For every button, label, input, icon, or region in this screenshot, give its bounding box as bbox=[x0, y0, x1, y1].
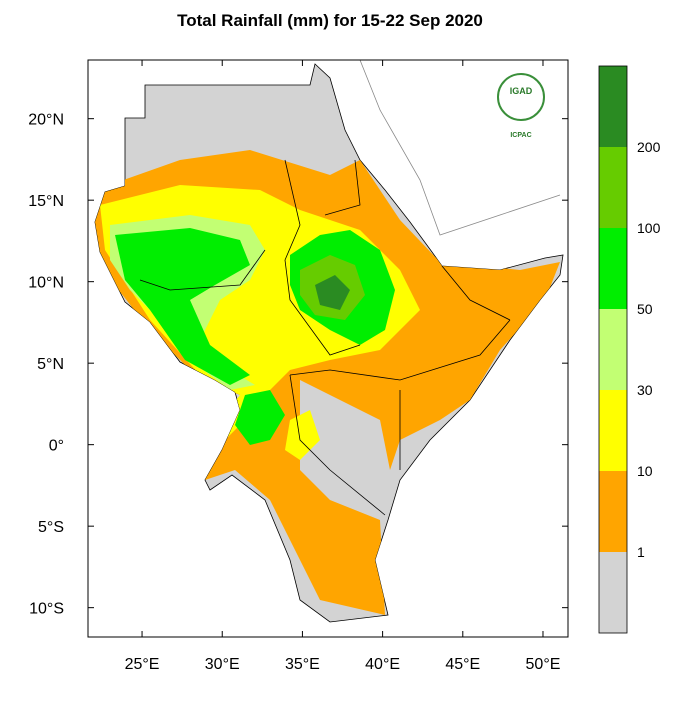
colorbar-label: 50 bbox=[637, 301, 653, 317]
x-tick-label: 50°E bbox=[526, 656, 561, 673]
colorbar-segment bbox=[599, 66, 627, 147]
x-tick-label: 45°E bbox=[445, 656, 480, 673]
logo-org: ICPAC bbox=[510, 132, 531, 139]
colorbar-segment bbox=[599, 471, 627, 552]
colorbar-label: 100 bbox=[637, 220, 661, 236]
colorbar-label: 200 bbox=[637, 139, 661, 155]
colorbar: 1 10 30 50 100 200 bbox=[598, 65, 661, 634]
colorbar-label: 30 bbox=[637, 382, 653, 398]
x-tick-label: 25°E bbox=[125, 656, 160, 673]
colorbar-label: 10 bbox=[637, 463, 653, 479]
map-title: Total Rainfall (mm) for 15-22 Sep 2020 bbox=[177, 11, 483, 30]
rain-50-100 bbox=[115, 228, 250, 385]
rain-10-30 bbox=[285, 410, 320, 460]
coastline bbox=[359, 60, 561, 236]
logo-ring bbox=[497, 73, 545, 121]
rain-200-plus bbox=[315, 275, 350, 310]
colorbar-frame bbox=[598, 65, 628, 634]
axes: 25°E 30°E 35°E 40°E 45°E 50°E 20°N 15°N 10°N 5°N 0… bbox=[28, 60, 568, 673]
logo-name: IGAD bbox=[510, 86, 533, 96]
colorbar-label: 1 bbox=[637, 544, 645, 560]
y-tick-label: 20°N bbox=[28, 112, 64, 129]
x-tick-label: 35°E bbox=[285, 656, 320, 673]
borders bbox=[139, 159, 511, 516]
colorbar-segment bbox=[599, 147, 627, 228]
x-tick-label: 40°E bbox=[365, 656, 400, 673]
y-tick-label: 15°N bbox=[28, 193, 64, 210]
map-frame bbox=[87, 59, 569, 638]
colorbar-segment bbox=[599, 552, 627, 633]
map-area bbox=[94, 60, 564, 623]
y-tick-label: 10°N bbox=[28, 275, 64, 292]
y-tick-label: 10°S bbox=[29, 601, 64, 618]
colorbar-segment bbox=[599, 309, 627, 390]
colorbar-segment bbox=[599, 228, 627, 309]
y-tick-label: 0° bbox=[49, 438, 64, 455]
colorbar-segment bbox=[599, 390, 627, 471]
rainfall-fields bbox=[95, 150, 560, 615]
y-tick-label: 5°N bbox=[37, 356, 64, 373]
logo: IGAD ICPAC bbox=[497, 73, 545, 139]
y-tick-label: 5°S bbox=[38, 519, 64, 536]
x-tick-label: 30°E bbox=[205, 656, 240, 673]
rain-50-100 bbox=[235, 390, 285, 445]
